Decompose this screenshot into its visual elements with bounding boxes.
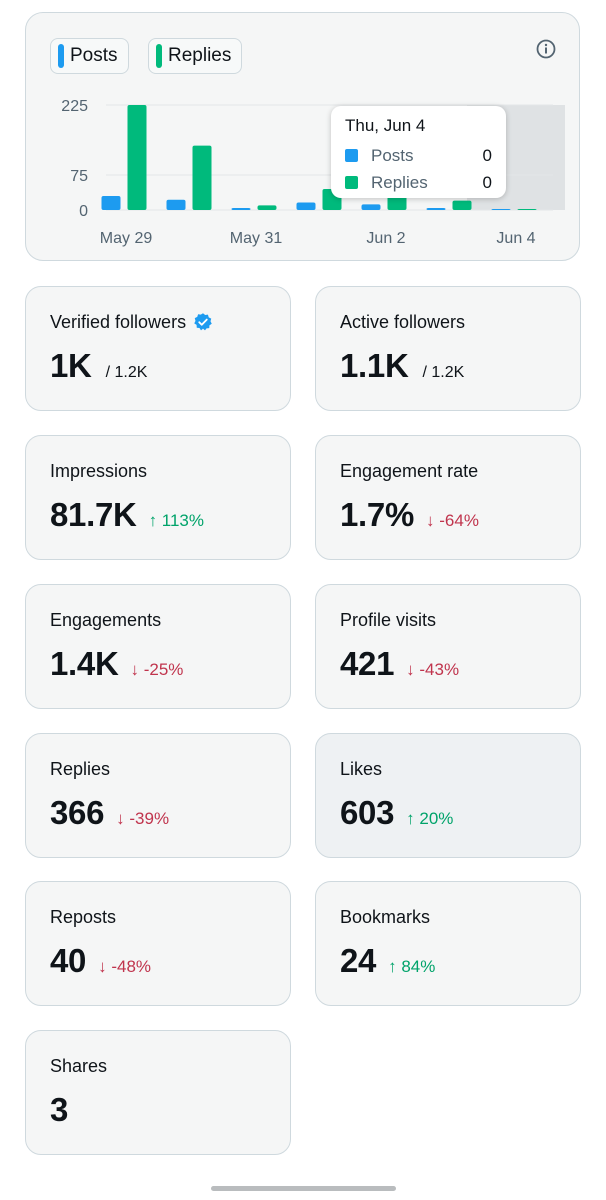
bar-replies-6: [517, 209, 537, 210]
replies-swatch: [156, 44, 162, 68]
engagement-rate-change: ↓ -64%: [426, 511, 479, 530]
tooltip-posts-label: Posts: [371, 145, 414, 165]
reposts-card[interactable]: Reposts 40 ↓ -48%: [25, 881, 291, 1006]
y-tick-label: 225: [61, 98, 88, 115]
replies-card[interactable]: Replies 366 ↓ -39%: [25, 733, 291, 858]
bar-posts-5: [426, 208, 446, 210]
replies-value: 366: [50, 794, 105, 831]
legend-posts[interactable]: Posts: [50, 38, 129, 74]
tooltip-replies-swatch: [345, 176, 358, 189]
bar-posts-2: [231, 208, 251, 210]
engagements-label: Engagements: [50, 609, 162, 630]
tooltip-title: Thu, Jun 4: [345, 116, 426, 135]
x-tick-label: May 29: [100, 230, 153, 247]
tooltip-replies-label: Replies: [371, 172, 428, 192]
engagements-card[interactable]: Engagements 1.4K ↓ -25%: [25, 584, 291, 709]
bookmarks-card[interactable]: Bookmarks 24 ↑ 84%: [315, 881, 581, 1006]
verified-followers-card[interactable]: Verified followers 1K / 1.2K: [25, 286, 291, 411]
impressions-card[interactable]: Impressions 81.7K ↑ 113%: [25, 435, 291, 560]
reposts-change: ↓ -48%: [98, 957, 152, 976]
bar-posts-3: [296, 202, 316, 210]
x-tick-label: Jun 2: [366, 230, 405, 247]
shares-card[interactable]: Shares 3: [25, 1030, 291, 1155]
bookmarks-change: ↑ 84%: [388, 957, 436, 976]
verified-followers-value: 1K: [50, 347, 92, 384]
verified-followers-label-row: Verified followers: [50, 311, 266, 333]
bookmarks-label: Bookmarks: [340, 906, 431, 927]
engagement-rate-card[interactable]: Engagement rate 1.7% ↓ -64%: [315, 435, 581, 560]
active-followers-total: / 1.2K: [422, 364, 465, 381]
info-icon[interactable]: [534, 37, 558, 61]
legend-replies[interactable]: Replies: [148, 38, 243, 74]
profile-visits-value: 421: [340, 645, 395, 682]
reposts-value: 40: [50, 942, 87, 979]
posts-swatch: [58, 44, 64, 68]
profile-visits-label: Profile visits: [340, 609, 437, 630]
impressions-change: ↑ 113%: [148, 511, 205, 530]
likes-label: Likes: [340, 758, 383, 779]
legend-posts-label: Posts: [70, 45, 118, 66]
engagement-rate-value: 1.7%: [340, 496, 415, 533]
active-followers-card[interactable]: Active followers 1.1K / 1.2K: [315, 286, 581, 411]
bar-replies-0: [127, 105, 147, 210]
tooltip-posts-value: 0: [482, 145, 492, 165]
verified-followers-total: / 1.2K: [105, 364, 148, 381]
profile-visits-card[interactable]: Profile visits 421 ↓ -43%: [315, 584, 581, 709]
tooltip-row-posts: Posts 0: [345, 142, 492, 169]
engagements-change: ↓ -25%: [130, 660, 184, 679]
likes-change: ↑ 20%: [406, 809, 454, 828]
chart-card: 225 75 0 May 29 May 31 Jun 2 Jun 4 Posts Repli…: [25, 12, 580, 261]
bar-posts-0: [101, 196, 121, 210]
verified-followers-label: Verified followers: [50, 311, 187, 332]
verified-badge-icon: [194, 313, 212, 331]
x-tick-label: Jun 4: [496, 230, 535, 247]
shares-label: Shares: [50, 1055, 108, 1076]
impressions-label: Impressions: [50, 460, 148, 481]
replies-change: ↓ -39%: [116, 809, 170, 828]
tooltip-row-replies: Replies 0: [345, 169, 492, 196]
y-tick-label: 75: [70, 168, 88, 185]
engagements-value: 1.4K: [50, 645, 119, 682]
tooltip-replies-value: 0: [482, 172, 492, 192]
likes-value: 603: [340, 794, 395, 831]
home-indicator[interactable]: [211, 1186, 396, 1191]
bar-replies-2: [257, 205, 277, 210]
active-followers-label: Active followers: [340, 311, 466, 332]
engagement-rate-label: Engagement rate: [340, 460, 479, 481]
shares-value: 3: [50, 1091, 69, 1128]
likes-card[interactable]: Likes 603 ↑ 20%: [315, 733, 581, 858]
impressions-value: 81.7K: [50, 496, 137, 533]
bar-posts-6: [491, 209, 511, 210]
chart-tooltip: Thu, Jun 4 Posts 0 Replies 0: [331, 106, 506, 198]
bar-posts-4: [361, 204, 381, 210]
active-followers-value: 1.1K: [340, 347, 409, 384]
bar-chart[interactable]: 225 75 0 May 29 May 31 Jun 2 Jun 4: [26, 13, 581, 262]
legend-replies-label: Replies: [168, 45, 232, 66]
y-tick-label: 0: [79, 203, 88, 220]
bookmarks-value: 24: [340, 942, 377, 979]
tooltip-posts-swatch: [345, 149, 358, 162]
bar-posts-1: [166, 199, 186, 210]
reposts-label: Reposts: [50, 906, 117, 927]
x-tick-label: May 31: [230, 230, 283, 247]
profile-visits-change: ↓ -43%: [406, 660, 460, 679]
bar-replies-1: [192, 145, 212, 210]
replies-label: Replies: [50, 758, 111, 779]
bar-replies-5: [452, 200, 472, 210]
